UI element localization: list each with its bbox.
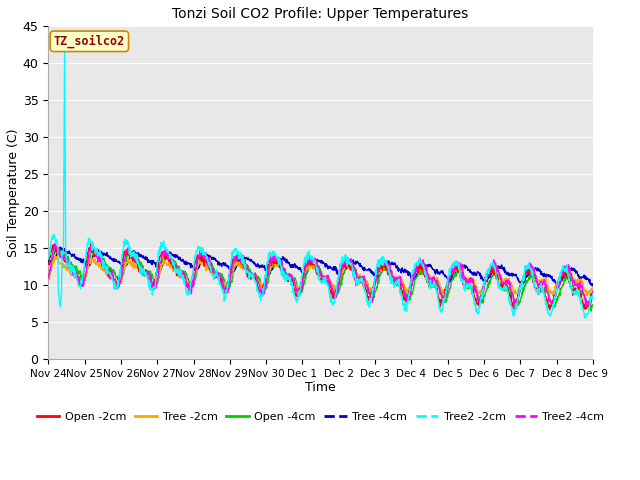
Legend: Open -2cm, Tree -2cm, Open -4cm, Tree -4cm, Tree2 -2cm, Tree2 -4cm: Open -2cm, Tree -2cm, Open -4cm, Tree -4… xyxy=(32,408,609,427)
Y-axis label: Soil Temperature (C): Soil Temperature (C) xyxy=(7,128,20,257)
Text: TZ_soilco2: TZ_soilco2 xyxy=(54,35,125,48)
Title: Tonzi Soil CO2 Profile: Upper Temperatures: Tonzi Soil CO2 Profile: Upper Temperatur… xyxy=(172,7,468,21)
X-axis label: Time: Time xyxy=(305,382,336,395)
